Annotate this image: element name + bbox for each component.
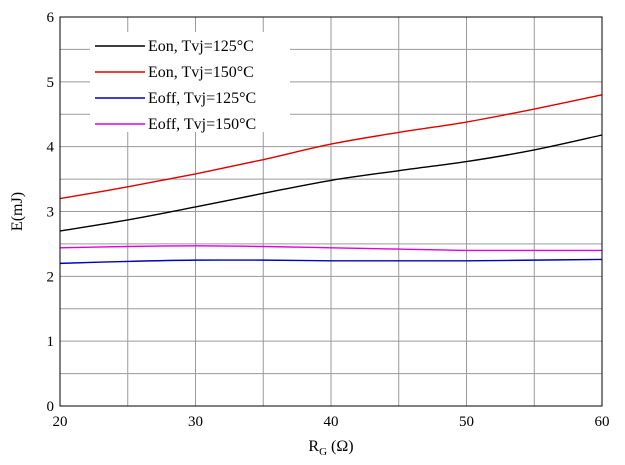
y-tick-label: 2 <box>47 269 55 285</box>
y-tick-label: 0 <box>47 399 55 415</box>
y-axis-label: E(mJ) <box>9 192 26 231</box>
x-axis-label-unit: (Ω) <box>327 438 354 455</box>
x-tick-label: 40 <box>324 414 339 430</box>
x-tick-label: 30 <box>188 414 203 430</box>
x-tick-label: 50 <box>459 414 474 430</box>
series-line-3 <box>59 258 603 265</box>
y-tick-label: 5 <box>47 75 55 91</box>
series-layer <box>59 94 603 265</box>
y-tick-label: 6 <box>47 10 55 26</box>
y-tick-label: 1 <box>47 334 55 350</box>
legend-label: Eon, Tvj=125°C <box>148 38 254 55</box>
x-axis-label-main: R <box>308 438 319 455</box>
plot-frame <box>59 16 603 407</box>
legend-label: Eoff, Tvj=125°C <box>148 90 256 107</box>
legend-label: Eoff, Tvj=150°C <box>148 116 256 133</box>
tick-labels: 20 30 40 50 60 0 1 2 3 4 5 6 <box>47 10 610 430</box>
y-tick-label: 3 <box>47 205 55 221</box>
series-line-4 <box>59 245 602 252</box>
legend-background <box>90 32 290 132</box>
x-axis-label: RG (Ω) <box>308 438 353 458</box>
x-tick-label: 20 <box>53 414 68 430</box>
series-line-1 <box>59 134 603 232</box>
y-tick-label: 4 <box>47 140 55 156</box>
series-line-2 <box>59 94 603 200</box>
grid <box>60 17 602 406</box>
x-axis-label-subscript: G <box>319 446 327 458</box>
legend-label: Eon, Tvj=150°C <box>148 64 254 81</box>
x-tick-label: 60 <box>595 414 610 430</box>
legend: Eon, Tvj=125°C Eon, Tvj=150°C Eoff, Tvj=12… <box>90 32 290 133</box>
